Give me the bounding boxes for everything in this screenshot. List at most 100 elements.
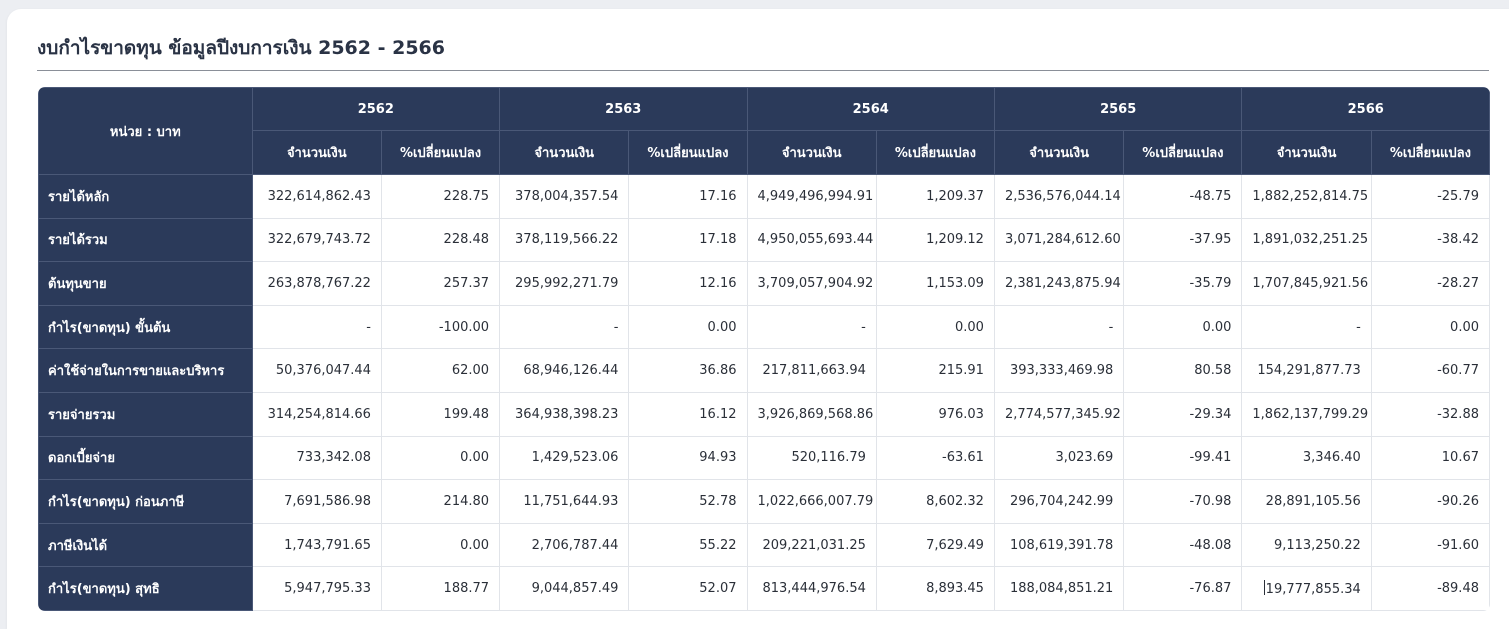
change-cell: 10.67 bbox=[1370, 435, 1490, 481]
amount-cell: - bbox=[993, 304, 1125, 350]
change-cell: 0.00 bbox=[875, 304, 995, 350]
change-cell: 215.91 bbox=[875, 348, 995, 393]
change-cell: 0.00 bbox=[1370, 304, 1490, 350]
amount-cell: 9,113,250.22 bbox=[1241, 522, 1372, 568]
change-cell: 214.80 bbox=[380, 479, 501, 524]
amount-cell: 209,221,031.25 bbox=[746, 522, 877, 568]
change-header: %เปลี่ยนแปลง bbox=[1123, 130, 1243, 175]
row-label: ต้นทุนขาย bbox=[38, 261, 253, 306]
change-cell: 0.00 bbox=[1123, 304, 1243, 350]
change-cell: 228.48 bbox=[380, 217, 501, 263]
change-cell: 12.16 bbox=[628, 261, 748, 306]
amount-cell: 3,926,869,568.86 bbox=[746, 391, 877, 437]
year-header-2565: 2565 bbox=[993, 87, 1243, 131]
change-cell: 94.93 bbox=[628, 435, 748, 481]
amount-cell: 322,614,862.43 bbox=[251, 174, 382, 219]
income-statement-table-wrapper: หน่วย : บาท 2562 2563 2564 2565 2566 จำน… bbox=[38, 87, 1490, 611]
change-cell: -100.00 bbox=[380, 304, 501, 350]
change-cell: -29.34 bbox=[1123, 391, 1243, 437]
table-row: กำไร(ขาดทุน) ก่อนภาษี 7,691,586.98 214.80 1… bbox=[38, 479, 1490, 524]
amount-cell: 296,704,242.99 bbox=[993, 479, 1125, 524]
change-cell: 1,153.09 bbox=[875, 261, 995, 306]
change-cell: 0.00 bbox=[628, 304, 748, 350]
row-label: ดอกเบี้ยจ่าย bbox=[38, 435, 253, 481]
change-header: %เปลี่ยนแปลง bbox=[875, 130, 995, 175]
amount-header: จำนวนเงิน bbox=[746, 130, 877, 175]
amount-cell: 50,376,047.44 bbox=[251, 348, 382, 393]
change-header: %เปลี่ยนแปลง bbox=[628, 130, 748, 175]
change-cell: -60.77 bbox=[1370, 348, 1490, 393]
amount-cell: 68,946,126.44 bbox=[499, 348, 630, 393]
amount-cell: 11,751,644.93 bbox=[499, 479, 630, 524]
table-row: รายจ่ายรวม 314,254,814.66 199.48 364,938,39… bbox=[38, 391, 1490, 437]
amount-cell: 1,707,845,921.56 bbox=[1241, 261, 1372, 306]
change-cell: 7,629.49 bbox=[875, 522, 995, 568]
financial-statement-card: งบกำไรขาดทุน ข้อมูลปีงบการเงิน 2562 - 25… bbox=[7, 9, 1509, 629]
amount-cell: 7,691,586.98 bbox=[251, 479, 382, 524]
amount-header: จำนวนเงิน bbox=[499, 130, 630, 175]
change-cell: 8,893.45 bbox=[875, 566, 995, 611]
amount-cell: 2,536,576,044.14 bbox=[993, 174, 1125, 219]
amount-cell: 3,709,057,904.92 bbox=[746, 261, 877, 306]
amount-cell: 263,878,767.22 bbox=[251, 261, 382, 306]
change-cell: 80.58 bbox=[1123, 348, 1243, 393]
change-cell: 52.78 bbox=[628, 479, 748, 524]
amount-cell: 3,071,284,612.60 bbox=[993, 217, 1125, 263]
page-title: งบกำไรขาดทุน ข้อมูลปีงบการเงิน 2562 - 25… bbox=[37, 37, 445, 59]
change-cell: 17.16 bbox=[628, 174, 748, 219]
table-row: รายได้หลัก 322,614,862.43 228.75 378,004,35… bbox=[38, 174, 1490, 219]
row-label: ภาษีเงินได้ bbox=[38, 522, 253, 568]
change-cell: -25.79 bbox=[1370, 174, 1490, 219]
change-cell: -35.79 bbox=[1123, 261, 1243, 306]
table-row: กำไร(ขาดทุน) ขั้นต้น - -100.00-0.00-0.00-0… bbox=[38, 304, 1490, 350]
amount-cell: 2,706,787.44 bbox=[499, 522, 630, 568]
amount-cell: 1,429,523.06 bbox=[499, 435, 630, 481]
change-cell: -99.41 bbox=[1123, 435, 1243, 481]
amount-cell: - bbox=[499, 304, 630, 350]
change-cell: 17.18 bbox=[628, 217, 748, 263]
table-row: ค่าใช้จ่ายในการขายและบริหาร 50,376,047.44… bbox=[38, 348, 1490, 393]
amount-cell: 3,023.69 bbox=[993, 435, 1125, 481]
change-cell: 62.00 bbox=[380, 348, 501, 393]
income-statement-table: หน่วย : บาท 2562 2563 2564 2565 2566 จำน… bbox=[38, 87, 1490, 611]
year-header-2563: 2563 bbox=[499, 87, 748, 131]
amount-cell: 3,346.40 bbox=[1241, 435, 1372, 481]
change-cell: 199.48 bbox=[380, 391, 501, 437]
change-cell: 16.12 bbox=[628, 391, 748, 437]
amount-cell: 154,291,877.73 bbox=[1241, 348, 1372, 393]
amount-cell-text: 19,777,855.34 bbox=[1265, 582, 1361, 598]
change-cell: -76.87 bbox=[1123, 566, 1243, 611]
change-cell: 52.07 bbox=[628, 566, 748, 611]
header-row-years: หน่วย : บาท 2562 2563 2564 2565 2566 bbox=[38, 87, 1490, 175]
change-cell: -32.88 bbox=[1370, 391, 1490, 437]
amount-cell: 378,119,566.22 bbox=[499, 217, 630, 263]
year-header-2566: 2566 bbox=[1241, 87, 1490, 131]
table-header: หน่วย : บาท 2562 2563 2564 2565 2566 จำน… bbox=[38, 87, 1490, 175]
change-cell: -48.75 bbox=[1123, 174, 1243, 219]
change-cell: -91.60 bbox=[1370, 522, 1490, 568]
amount-cell: 378,004,357.54 bbox=[499, 174, 630, 219]
change-cell: -28.27 bbox=[1370, 261, 1490, 306]
row-label: รายได้หลัก bbox=[38, 174, 253, 219]
table-body: รายได้หลัก 322,614,862.43 228.75 378,004,35… bbox=[38, 174, 1490, 611]
amount-cell: 4,949,496,994.91 bbox=[746, 174, 877, 219]
change-cell: -48.08 bbox=[1123, 522, 1243, 568]
title-divider bbox=[37, 70, 1489, 71]
text-cursor bbox=[1263, 580, 1265, 596]
amount-cell: 1,022,666,007.79 bbox=[746, 479, 877, 524]
amount-cell: 1,882,252,814.75 bbox=[1241, 174, 1372, 219]
header-row-subcolumns: จำนวนเงิน %เปลี่ยนแปลง จำนวนเงิน %เปลี่ย… bbox=[39, 130, 1490, 175]
row-label: กำไร(ขาดทุน) ขั้นต้น bbox=[38, 304, 253, 350]
table-row: ภาษีเงินได้ 1,743,791.65 0.00 2,706,787.44 5… bbox=[38, 522, 1490, 568]
year-header-2562: 2562 bbox=[251, 87, 501, 131]
amount-cell: 9,044,857.49 bbox=[499, 566, 630, 611]
table-row: ต้นทุนขาย 263,878,767.22 257.37 295,992,271… bbox=[38, 261, 1490, 306]
year-header-2564: 2564 bbox=[746, 87, 995, 131]
change-cell: -38.42 bbox=[1370, 217, 1490, 263]
change-cell: 188.77 bbox=[380, 566, 501, 611]
amount-header: จำนวนเงิน bbox=[1241, 130, 1372, 175]
amount-cell: 314,254,814.66 bbox=[251, 391, 382, 437]
change-cell: 8,602.32 bbox=[875, 479, 995, 524]
amount-cell: 217,811,663.94 bbox=[746, 348, 877, 393]
change-cell: 976.03 bbox=[875, 391, 995, 437]
